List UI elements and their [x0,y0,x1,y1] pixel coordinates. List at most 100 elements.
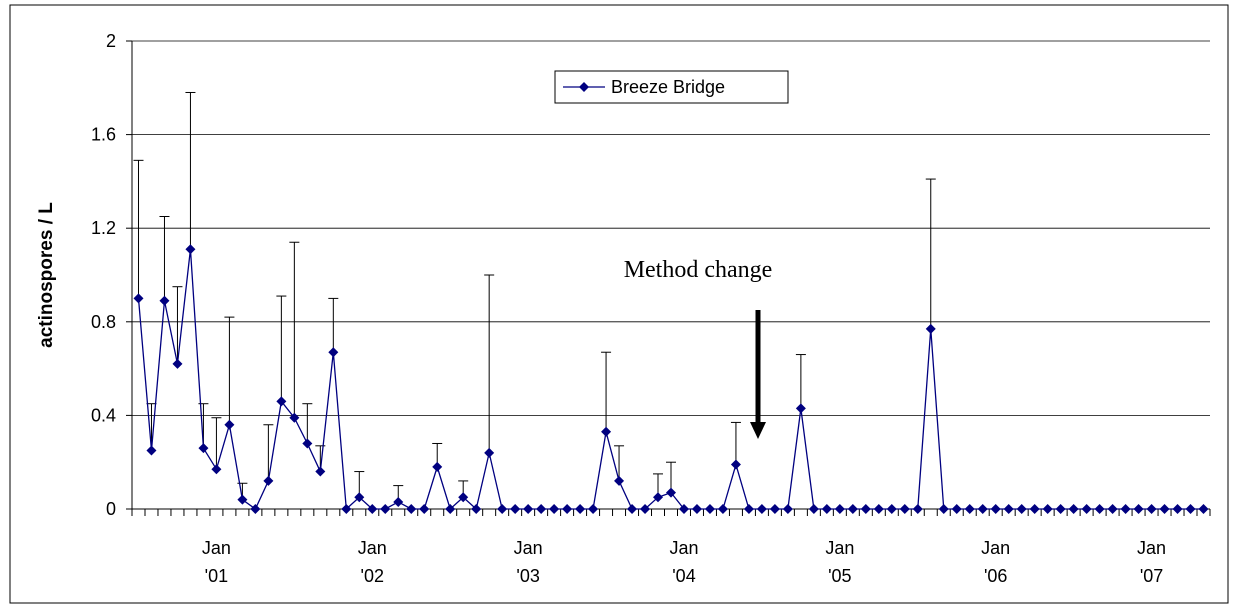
error-bar [211,417,222,470]
marker [1198,504,1209,514]
marker [185,244,196,255]
error-bar [185,91,196,250]
marker [938,504,949,514]
marker [432,461,443,472]
marker [977,504,988,514]
marker [1133,504,1144,514]
marker [925,323,936,334]
x-tick-label: Jan '07 [1137,538,1166,586]
marker [847,504,858,514]
marker [263,475,274,486]
marker [614,475,625,486]
marker [808,504,819,514]
marker [678,504,689,514]
marker [133,293,144,304]
marker [691,504,702,514]
marker [730,459,741,470]
marker [1159,504,1170,514]
marker [756,504,767,514]
error-bar [601,351,612,432]
marker [1107,504,1118,514]
legend-marker [579,82,589,92]
y-tick-label: 1.6 [91,125,116,145]
marker [821,504,832,514]
annotation: Method change [624,257,773,283]
marker [704,504,715,514]
marker [795,403,806,414]
error-bar [666,461,676,493]
marker [289,412,300,423]
marker [653,492,664,503]
y-tick-label: 2 [106,31,116,51]
error-bar [328,297,339,353]
marker [198,443,209,454]
error-bar [224,316,235,425]
error-bar [730,421,741,465]
y-axis-label: actinospores / L [36,202,57,348]
marker [328,347,339,358]
marker [860,504,871,514]
x-tick-label: Jan '06 [981,538,1010,586]
marker [380,504,391,514]
marker [1042,504,1053,514]
marker [302,438,313,449]
marker [834,504,845,514]
marker [588,504,599,514]
legend-label: Breeze Bridge [611,77,725,97]
marker [562,504,573,514]
marker [276,396,287,407]
error-bar [614,445,625,481]
marker [782,504,793,514]
error-bar [146,403,157,451]
marker [769,504,780,514]
marker [601,426,612,437]
marker [341,504,352,514]
error-bar [289,241,300,418]
x-tick-label: Jan '01 [202,538,231,586]
marker [458,492,469,503]
marker [1016,504,1027,514]
marker [146,445,157,456]
error-bar [159,216,170,301]
marker [549,504,560,514]
marker [575,504,586,514]
marker [250,504,261,514]
x-tick-label: Jan '03 [514,538,543,586]
error-bar [302,403,313,444]
marker [367,504,378,514]
marker [224,419,235,430]
marker [419,504,430,514]
error-bar [172,286,183,364]
marker [990,504,1001,514]
marker [445,504,456,514]
y-tick-label: 1.2 [91,218,116,238]
marker [717,504,728,514]
marker [1146,504,1157,514]
marker [1055,504,1066,514]
marker [666,487,676,498]
marker [951,504,962,514]
error-bar [263,424,274,481]
marker [743,504,754,514]
marker [523,504,534,514]
marker [1029,504,1040,514]
x-tick-label: Jan '02 [358,538,387,586]
marker [627,504,638,514]
y-tick-label: 0 [106,499,116,519]
marker [886,504,897,514]
marker [406,504,417,514]
y-tick-label: 0.4 [91,405,116,425]
marker [640,504,651,514]
error-bar [795,354,806,409]
marker [237,494,248,505]
marker [471,504,482,514]
marker [1094,504,1105,514]
marker [159,295,170,306]
marker [899,504,910,514]
marker [393,496,404,507]
marker [211,464,222,475]
marker [354,492,365,503]
y-tick-label: 0.8 [91,312,116,332]
marker [912,504,923,514]
